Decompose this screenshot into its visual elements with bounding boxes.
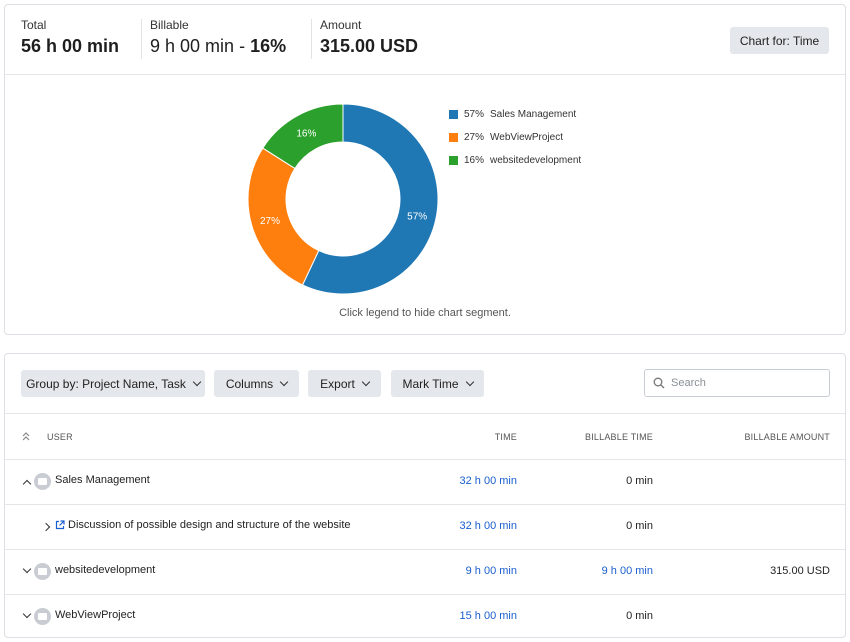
legend-item-webviewproject[interactable]: 27% WebViewProject: [449, 126, 581, 149]
export-label: Export: [320, 376, 355, 391]
columns-button[interactable]: Columns: [214, 370, 299, 397]
billable-time: 9 h 00 min: [150, 36, 235, 56]
chevron-down-icon: [361, 377, 371, 387]
row-billable-time: 0 min: [626, 520, 653, 532]
time-donut-chart: 57% 27% 16%: [247, 103, 439, 295]
table-row[interactable]: Discussion of possible design and struct…: [5, 505, 845, 550]
collapse-all-icon[interactable]: [22, 432, 30, 441]
amount-label: Amount: [320, 18, 362, 32]
chevron-down-icon: [192, 377, 202, 387]
table-row[interactable]: WebViewProject 15 h 00 min 0 min: [5, 595, 845, 638]
row-billable-time: 0 min: [626, 475, 653, 487]
row-name: websitedevelopment: [55, 564, 156, 576]
donut-slice-label: 57%: [407, 212, 427, 223]
legend-item-sales-management[interactable]: 57% Sales Management: [449, 103, 581, 126]
collapse-icon[interactable]: [22, 479, 32, 489]
group-by-label: Group by: Project Name, Task: [26, 376, 186, 391]
total-stat: Total 56 h 00 min: [21, 18, 119, 57]
search-input[interactable]: [671, 377, 821, 389]
billable-percent: 16%: [250, 36, 287, 56]
project-folder-icon: [34, 608, 51, 625]
mark-time-button[interactable]: Mark Time: [391, 370, 484, 397]
row-name: Discussion of possible design and struct…: [68, 519, 351, 531]
chevron-down-icon: [279, 377, 289, 387]
row-time[interactable]: 32 h 00 min: [459, 475, 517, 487]
donut-slice-websitedevelopment[interactable]: [262, 103, 344, 170]
chart-for-button[interactable]: Chart for: Time: [730, 27, 829, 54]
donut-slice-label: 16%: [296, 128, 316, 139]
table-row[interactable]: websitedevelopment 9 h 00 min 9 h 00 min…: [5, 550, 845, 595]
billable-stat: Billable 9 h 00 min - 16%: [150, 18, 286, 57]
legend-percent: 57%: [464, 109, 485, 120]
project-folder-icon: [34, 563, 51, 580]
project-folder-icon: [34, 473, 51, 490]
row-billable-amount: 315.00 USD: [770, 565, 830, 577]
legend-item-websitedevelopment[interactable]: 16% websitedevelopment: [449, 149, 581, 172]
total-label: Total: [21, 18, 47, 32]
header-user[interactable]: USER: [47, 432, 73, 442]
table-header: USER TIME BILLABLE TIME BILLABLE AMOUNT: [5, 414, 845, 460]
billable-value: 9 h 00 min - 16%: [150, 36, 286, 57]
search-icon: [653, 377, 665, 389]
table-toolbar: Group by: Project Name, Task Columns Exp…: [5, 354, 845, 414]
table-row[interactable]: Sales Management 32 h 00 min 0 min: [5, 460, 845, 505]
row-billable-time[interactable]: 9 h 00 min: [601, 565, 653, 577]
mark-time-label: Mark Time: [402, 376, 459, 391]
legend-label: WebViewProject: [490, 132, 563, 143]
donut-slice-webviewproject[interactable]: [247, 147, 320, 286]
row-name: WebViewProject: [55, 609, 136, 621]
summary-card: Total 56 h 00 min Billable 9 h 00 min - …: [4, 4, 846, 335]
amount-value: 315.00 USD: [320, 36, 419, 56]
external-link-icon[interactable]: [55, 520, 65, 530]
columns-label: Columns: [225, 376, 274, 391]
legend-percent: 27%: [464, 132, 485, 143]
billable-separator: -: [234, 36, 251, 56]
expand-icon[interactable]: [22, 609, 32, 619]
header-billable-time[interactable]: BILLABLE TIME: [585, 432, 653, 442]
row-time[interactable]: 32 h 00 min: [459, 520, 517, 532]
billable-label: Billable: [150, 18, 189, 32]
total-value: 56 h 00 min: [21, 36, 120, 56]
stat-divider: [141, 19, 142, 59]
row-billable-time: 0 min: [626, 610, 653, 622]
expand-icon[interactable]: [22, 564, 32, 574]
legend-swatch: [449, 156, 458, 165]
legend-label: Sales Management: [490, 109, 577, 120]
amount-stat: Amount 315.00 USD: [320, 18, 418, 57]
row-name: Sales Management: [55, 474, 150, 486]
legend-swatch: [449, 110, 458, 119]
header-time[interactable]: TIME: [494, 432, 517, 442]
header-billable-amount[interactable]: BILLABLE AMOUNT: [744, 432, 830, 442]
export-button[interactable]: Export: [308, 370, 381, 397]
expand-icon[interactable]: [41, 522, 51, 532]
report-table-card: Group by: Project Name, Task Columns Exp…: [4, 353, 846, 638]
stat-divider: [311, 19, 312, 59]
legend-percent: 16%: [464, 155, 485, 166]
summary-stats: Total 56 h 00 min Billable 9 h 00 min - …: [5, 5, 845, 75]
legend-swatch: [449, 133, 458, 142]
search-box[interactable]: [644, 369, 830, 397]
row-time[interactable]: 9 h 00 min: [465, 565, 517, 577]
donut-slice-sales-management[interactable]: [301, 103, 439, 295]
donut-slice-label: 27%: [260, 216, 280, 227]
chart-hint: Click legend to hide chart segment.: [339, 307, 511, 319]
group-by-button[interactable]: Group by: Project Name, Task: [21, 370, 205, 397]
row-time[interactable]: 15 h 00 min: [459, 610, 517, 622]
chevron-down-icon: [465, 377, 474, 387]
legend-label: websitedevelopment: [490, 155, 582, 166]
chart-legend: 57% Sales Management 27% WebViewProject 16% w…: [449, 103, 581, 172]
